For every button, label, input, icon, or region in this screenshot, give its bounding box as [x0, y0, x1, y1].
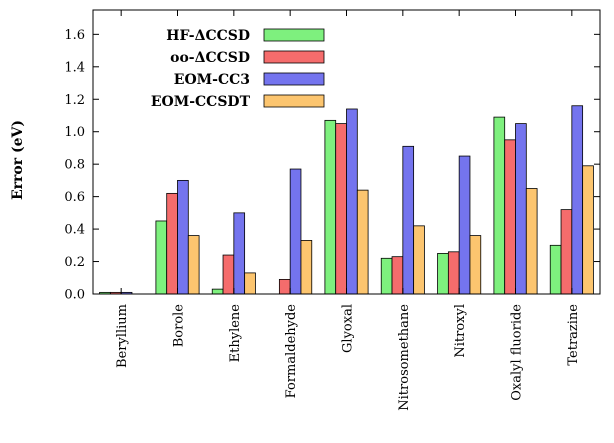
y-tick-label: 0.0 [64, 288, 85, 303]
legend-swatch [263, 94, 325, 108]
legend-label: EOM-CCSDT [151, 94, 251, 110]
plot-frame [92, 9, 601, 295]
bar-eom-ccsdt [300, 240, 313, 295]
bar-eom-ccsdt [525, 188, 538, 295]
bar-oo-ccsd [278, 278, 291, 295]
bar-hf-ccsd [437, 253, 449, 295]
legend-label: HF-ΔCCSD [166, 28, 250, 44]
x-axis-labels: Beryllium Borole Ethylene Formaldehyde Glyox… [115, 10, 581, 411]
bar-hf-ccsd [549, 244, 562, 295]
y-tick-label: 1.0 [64, 125, 85, 140]
x-tick-label: Borole [172, 304, 187, 348]
bar-eom-ccsdt [244, 272, 256, 295]
x-tick-label: Glyoxal [341, 304, 356, 353]
bar-eom-cc3 [458, 155, 471, 295]
x-tick-label: Beryllium [115, 304, 130, 368]
bar-eom-cc3 [515, 123, 527, 295]
bar-oo-ccsd [391, 256, 404, 295]
y-axis-ticks: 0.0 0.2 0.4 0.6 0.8 1.0 1.2 1.4 1.6 [64, 28, 600, 303]
y-tick-label: 0.8 [64, 158, 85, 173]
bar-hf-ccsd [380, 257, 393, 295]
bar-oo-ccsd [447, 251, 460, 295]
y-tick-label: 1.4 [64, 60, 85, 75]
bar-hf-ccsd [211, 288, 224, 295]
legend-label: EOM-CC3 [174, 72, 250, 88]
legend-swatch [263, 50, 325, 64]
x-tick-label: Formaldehyde [284, 304, 299, 399]
x-tick-label: Tetrazine [566, 304, 581, 366]
y-tick-label: 1.6 [64, 28, 85, 43]
bar-oo-ccsd [335, 123, 347, 295]
y-axis-title: Error (eV) [10, 120, 26, 200]
bar-eom-ccsdt [187, 235, 200, 295]
x-tick-label: Nitrosomethane [397, 304, 412, 411]
bar-oo-ccsd [560, 209, 573, 295]
bar-eom-cc3 [289, 168, 302, 295]
legend-swatch [263, 72, 325, 86]
y-tick-label: 0.2 [64, 255, 85, 270]
x-tick-label: Ethylene [228, 304, 243, 363]
bar-eom-ccsdt [582, 165, 594, 295]
legend: HF-ΔCCSD oo-ΔCCSD EOM-CC3 EOM-CCSDT [151, 28, 325, 110]
bar-eom-ccsdt [413, 225, 425, 295]
bar-hf-ccsd [155, 220, 168, 295]
y-tick-label: 1.2 [64, 93, 85, 108]
bar-oo-ccsd [222, 254, 235, 295]
legend-swatch [263, 28, 325, 42]
bar-eom-cc3 [571, 105, 584, 295]
y-tick-label: 0.4 [64, 223, 85, 238]
bar-oo-ccsd [166, 192, 178, 295]
y-tick-label: 0.6 [64, 190, 85, 205]
legend-label: oo-ΔCCSD [170, 50, 250, 66]
bar-oo-ccsd [504, 139, 516, 295]
bar-eom-cc3 [177, 179, 189, 295]
bar-eom-cc3 [346, 108, 358, 295]
bars [99, 105, 594, 295]
bar-eom-ccsdt [469, 235, 482, 295]
x-tick-label: Oxalyl fluoride [510, 304, 525, 401]
bar-hf-ccsd [493, 116, 506, 295]
bar-hf-ccsd [324, 119, 337, 295]
bar-eom-cc3 [402, 145, 415, 295]
bar-eom-cc3 [233, 212, 246, 295]
x-tick-label: Nitroxyl [453, 304, 468, 358]
bar-eom-ccsdt [356, 189, 369, 295]
